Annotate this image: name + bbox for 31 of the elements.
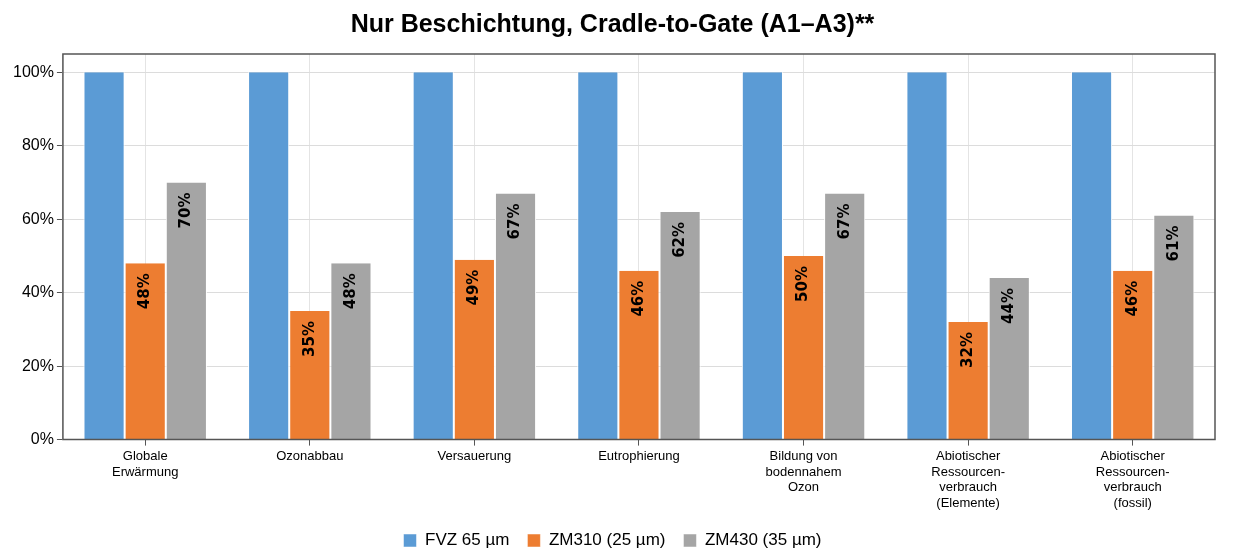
legend-label: ZM430 (35 µm) (704, 530, 822, 550)
data-label: 67% (834, 203, 853, 240)
data-label: 49% (464, 269, 483, 306)
y-tick-label: 80% (21, 136, 54, 154)
x-tick-label: Versauerung (437, 447, 512, 463)
y-tick-label: 40% (21, 283, 54, 301)
data-label: 50% (793, 265, 812, 302)
data-label: 46% (628, 280, 647, 317)
data-label: 61% (1163, 225, 1182, 262)
x-tick-label: Bildung von bodennahem Ozon (765, 447, 842, 495)
data-label: 62% (670, 221, 688, 258)
chart-title: Nur Beschichtung, Cradle-to-Gate (A1–A3)** (350, 8, 875, 37)
legend-label: FVZ 65 µm (425, 530, 510, 550)
data-label: 48% (340, 273, 359, 310)
data-label: 70% (176, 192, 195, 229)
y-tick-label: 60% (21, 209, 54, 227)
data-label: 46% (1122, 280, 1141, 317)
data-label: 48% (135, 273, 154, 310)
x-tick-label: Abiotischer Ressourcen- verbrauch (fossil) (1095, 447, 1170, 510)
y-tick-label: 0% (30, 430, 54, 448)
x-tick-label: Abiotischer Ressourcen- verbrauch (Elemente) (931, 447, 1005, 510)
x-tick-label: Ozonabbau (276, 447, 344, 463)
y-tick-label: 100% (13, 62, 54, 80)
x-tick-label: Globale Erwärmung (111, 447, 179, 479)
legend-label: ZM310 (25 µm) (548, 530, 666, 550)
data-label: 32% (958, 332, 977, 368)
data-label: 67% (505, 203, 524, 240)
y-tick-label: 20% (21, 356, 54, 374)
data-label: 35% (299, 321, 318, 357)
data-label: 44% (999, 288, 1018, 324)
x-tick-label: Eutrophierung (598, 447, 680, 463)
